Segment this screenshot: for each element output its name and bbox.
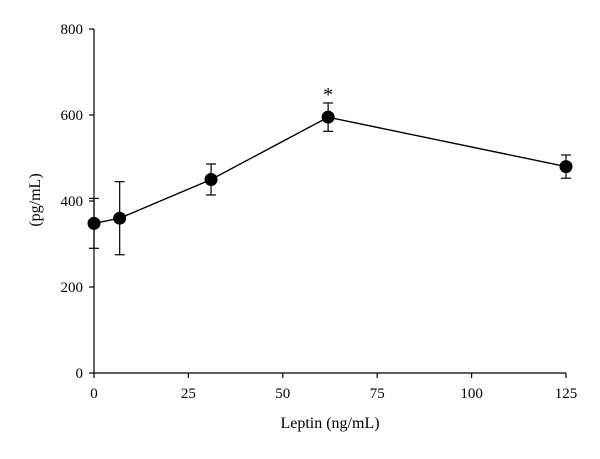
x-tick-label: 125	[555, 386, 578, 402]
series-line-group	[93, 116, 567, 225]
data-point	[559, 160, 573, 174]
x-tick-label: 50	[275, 386, 290, 402]
annotations: *	[323, 84, 333, 106]
y-axis-label: (pg/mL)	[27, 173, 44, 226]
data-point	[87, 216, 101, 230]
y-tick-label: 200	[61, 280, 84, 296]
x-axis-label: Leptin (ng/mL)	[280, 415, 379, 432]
markers	[87, 110, 573, 230]
x-tick-label: 0	[90, 386, 98, 402]
y-tick-label: 0	[76, 366, 84, 382]
data-point	[321, 110, 335, 124]
data-point	[113, 211, 127, 225]
x-tick-label: 100	[460, 386, 483, 402]
y-tick-label: 600	[61, 108, 84, 124]
x-tick-label: 25	[181, 386, 196, 402]
error-bars	[89, 102, 571, 256]
x-tick-label: 75	[370, 386, 385, 402]
series-line	[93, 116, 567, 225]
data-point	[204, 173, 218, 186]
y-tick-label: 800	[61, 22, 84, 38]
ticks: 0 200 400 600 800 0 25 50 75 100 125	[61, 22, 578, 402]
axes	[93, 29, 566, 374]
y-tick-label: 400	[61, 194, 84, 210]
significance-asterisk: *	[323, 84, 333, 106]
